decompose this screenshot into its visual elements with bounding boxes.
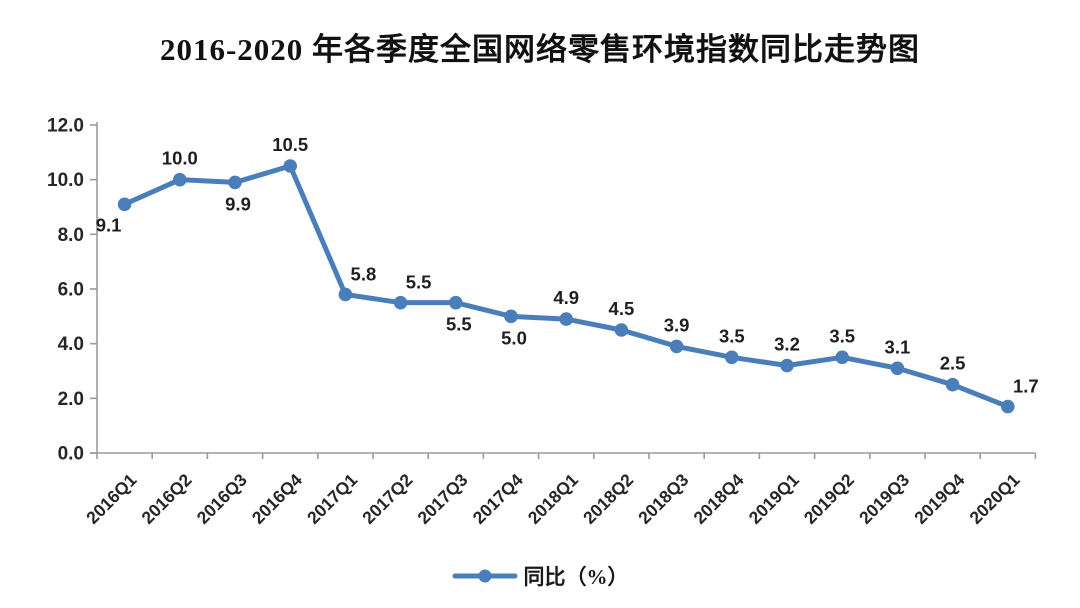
y-tick-label: 8.0	[58, 225, 84, 246]
x-tick-label: 2017Q3	[413, 470, 471, 528]
data-label-2017Q3: 5.5	[446, 314, 472, 335]
data-label-2016Q3: 9.9	[225, 193, 251, 214]
data-label-2018Q3: 3.9	[664, 314, 690, 335]
legend-label: 同比（%）	[523, 565, 629, 589]
data-label-2017Q2: 5.5	[406, 272, 432, 293]
x-tick-label: 2017Q1	[303, 470, 361, 528]
data-label-2016Q4: 10.5	[272, 134, 308, 155]
x-tick-label: 2019Q2	[800, 470, 858, 528]
data-point-2020Q1	[1001, 399, 1015, 414]
data-label-2019Q3: 3.1	[885, 336, 911, 357]
data-point-2018Q3	[669, 339, 684, 354]
data-point-2019Q3	[890, 361, 905, 376]
y-tick-label: 10.0	[47, 170, 84, 191]
x-tick-label: 2019Q1	[745, 470, 803, 528]
x-axis-ticks	[96, 453, 1037, 459]
data-point-2019Q2	[835, 350, 849, 365]
data-label-2017Q4: 5.0	[501, 327, 527, 348]
data-label-2019Q2: 3.5	[829, 325, 855, 346]
data-point-2016Q3	[228, 175, 242, 190]
data-point-2016Q4	[283, 159, 298, 173]
legend: 同比（%）	[0, 561, 1080, 591]
data-points	[117, 159, 1015, 414]
data-label-2017Q1: 5.8	[351, 263, 377, 284]
data-point-2018Q2	[614, 323, 629, 337]
y-tick-label: 6.0	[58, 280, 84, 301]
x-axis-labels: 2016Q12016Q22016Q32016Q42017Q12017Q22017…	[82, 470, 1024, 528]
data-point-2017Q4	[504, 309, 518, 324]
data-point-2017Q2	[393, 295, 408, 310]
data-label-2016Q1: 9.1	[96, 214, 122, 235]
x-tick-label: 2018Q1	[524, 470, 582, 528]
y-tick-label: 0.0	[58, 444, 84, 465]
y-tick-label: 4.0	[58, 334, 84, 355]
x-tick-label: 2017Q4	[469, 470, 527, 528]
y-tick-label: 12.0	[47, 116, 84, 137]
data-label-2016Q2: 10.0	[162, 148, 198, 169]
data-point-2018Q1	[559, 312, 573, 326]
data-point-2017Q1	[338, 287, 353, 302]
chart-title: 2016-2020 年各季度全国网络零售环境指数同比走势图	[159, 32, 921, 67]
data-point-2019Q1	[780, 358, 794, 373]
data-label-2018Q1: 4.9	[553, 287, 579, 308]
y-axis-ticks: 0.0 2.0 4.0 6.0 8.0 10.0 12.0	[47, 116, 97, 465]
x-tick-label: 2017Q2	[358, 470, 416, 528]
x-tick-label: 2016Q2	[137, 470, 195, 528]
x-tick-label: 2016Q1	[82, 470, 140, 528]
data-label-2019Q1: 3.2	[774, 334, 800, 355]
x-tick-label: 2018Q2	[579, 470, 637, 528]
data-point-2016Q2	[173, 172, 187, 187]
line-marker-icon	[452, 569, 517, 583]
data-label-2018Q4: 3.5	[719, 325, 745, 346]
data-label-2019Q4: 2.5	[940, 353, 966, 374]
data-point-2016Q1	[117, 197, 132, 212]
x-tick-label: 2018Q3	[634, 470, 692, 528]
x-tick-label: 2018Q4	[689, 470, 747, 528]
x-tick-label: 2019Q4	[910, 470, 968, 528]
data-point-2018Q4	[725, 350, 739, 365]
data-point-2019Q4	[945, 377, 960, 392]
data-labels: 9.1 10.0 9.9 10.5 5.8 5.5 5.5 5.0 4.9 4.5 3.9 3.5 3.…	[96, 134, 1039, 397]
data-label-2018Q2: 4.5	[609, 298, 635, 319]
x-tick-label: 2016Q4	[248, 470, 306, 528]
x-tick-label: 2016Q3	[193, 470, 251, 528]
data-point-2017Q3	[449, 295, 463, 310]
y-tick-label: 2.0	[58, 389, 84, 410]
x-tick-label: 2020Q1	[965, 470, 1023, 528]
data-label-2020Q1: 1.7	[1013, 376, 1039, 397]
x-tick-label: 2019Q3	[855, 470, 913, 528]
